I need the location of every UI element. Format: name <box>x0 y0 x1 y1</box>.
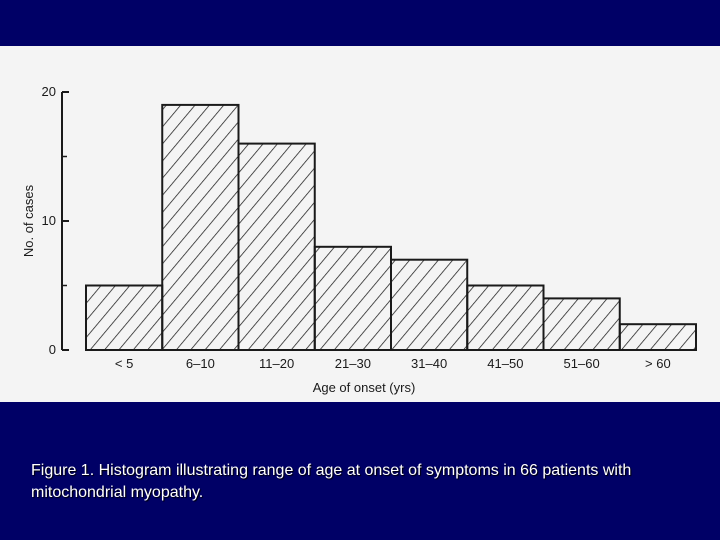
figure-caption: Figure 1. Histogram illustrating range o… <box>31 462 632 501</box>
bar-2 <box>161 103 240 352</box>
y-tick-label-20: 20 <box>42 84 56 99</box>
x-tick-label-8: > 60 <box>645 356 671 371</box>
figure-panel: 0 10 20 < 5 6–10 11–20 21–30 31–40 41–50 51–60 > … <box>0 46 720 402</box>
y-tick-label-10: 10 <box>42 213 56 228</box>
x-tick-label-4: 21–30 <box>335 356 371 371</box>
x-tick-label-6: 41–50 <box>487 356 523 371</box>
x-tick-label-3: 11–20 <box>259 356 294 371</box>
y-tick-label-0: 0 <box>49 342 56 357</box>
histogram-chart: 0 10 20 < 5 6–10 11–20 21–30 31–40 41–50 51–60 > … <box>21 84 697 395</box>
slide-top-band <box>0 0 720 46</box>
bar-8 <box>618 323 697 352</box>
bar-6 <box>466 284 545 351</box>
y-ticks-layer: 0 10 20 <box>42 84 69 357</box>
bar-3 <box>237 142 316 351</box>
x-tick-label-5: 31–40 <box>411 356 447 371</box>
y-axis-title: No. of cases <box>21 184 36 257</box>
bar-5 <box>390 258 469 351</box>
x-tick-label-1: < 5 <box>115 356 133 371</box>
x-axis-title: Age of onset (yrs) <box>313 380 416 395</box>
bar-4 <box>313 245 392 351</box>
x-tick-label-7: 51–60 <box>564 356 600 371</box>
bar-7 <box>542 297 621 351</box>
bars-layer <box>85 103 697 352</box>
x-tick-label-2: 6–10 <box>186 356 215 371</box>
x-tick-labels-layer: < 5 6–10 11–20 21–30 31–40 41–50 51–60 > 60 <box>115 356 671 371</box>
bar-1 <box>85 284 164 351</box>
